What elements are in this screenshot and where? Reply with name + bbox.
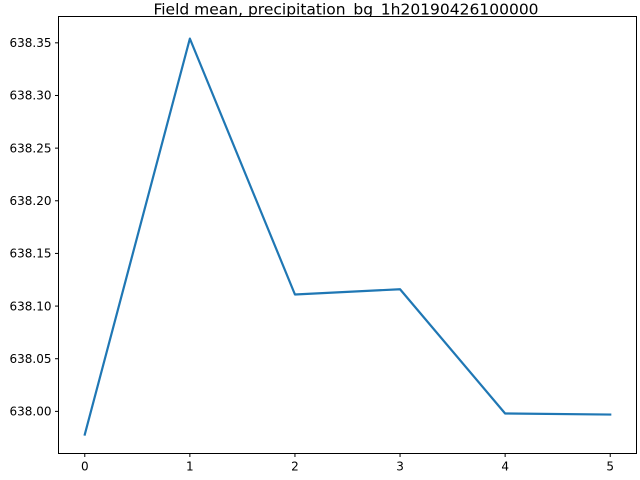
x-tick-label: 5 (606, 460, 614, 474)
y-tick-label: 638.30 (10, 89, 52, 103)
x-tick-label: 1 (186, 460, 194, 474)
x-tick-label: 4 (501, 460, 509, 474)
plot-area (58, 16, 637, 454)
y-tick-label: 638.20 (10, 194, 52, 208)
x-axis: 0 1 2 3 4 5 (81, 453, 614, 474)
y-tick-label: 638.25 (10, 141, 52, 155)
x-tick-label: 0 (81, 460, 89, 474)
y-axis: 638.00 638.05 638.10 638.15 638.20 638.25 638.… (10, 36, 59, 419)
y-tick-label: 638.35 (10, 36, 52, 50)
series-layer (83, 37, 612, 436)
y-tick-label: 638.10 (10, 299, 52, 313)
x-tick-label: 3 (396, 460, 404, 474)
chart-title: Field mean, precipitation_bg_1h201904261… (153, 1, 538, 20)
y-tick-label: 638.15 (10, 247, 52, 261)
x-tick-label: 2 (291, 460, 299, 474)
y-tick-label: 638.00 (10, 405, 52, 419)
y-tick-label: 638.05 (10, 352, 52, 366)
series-line (83, 37, 612, 436)
